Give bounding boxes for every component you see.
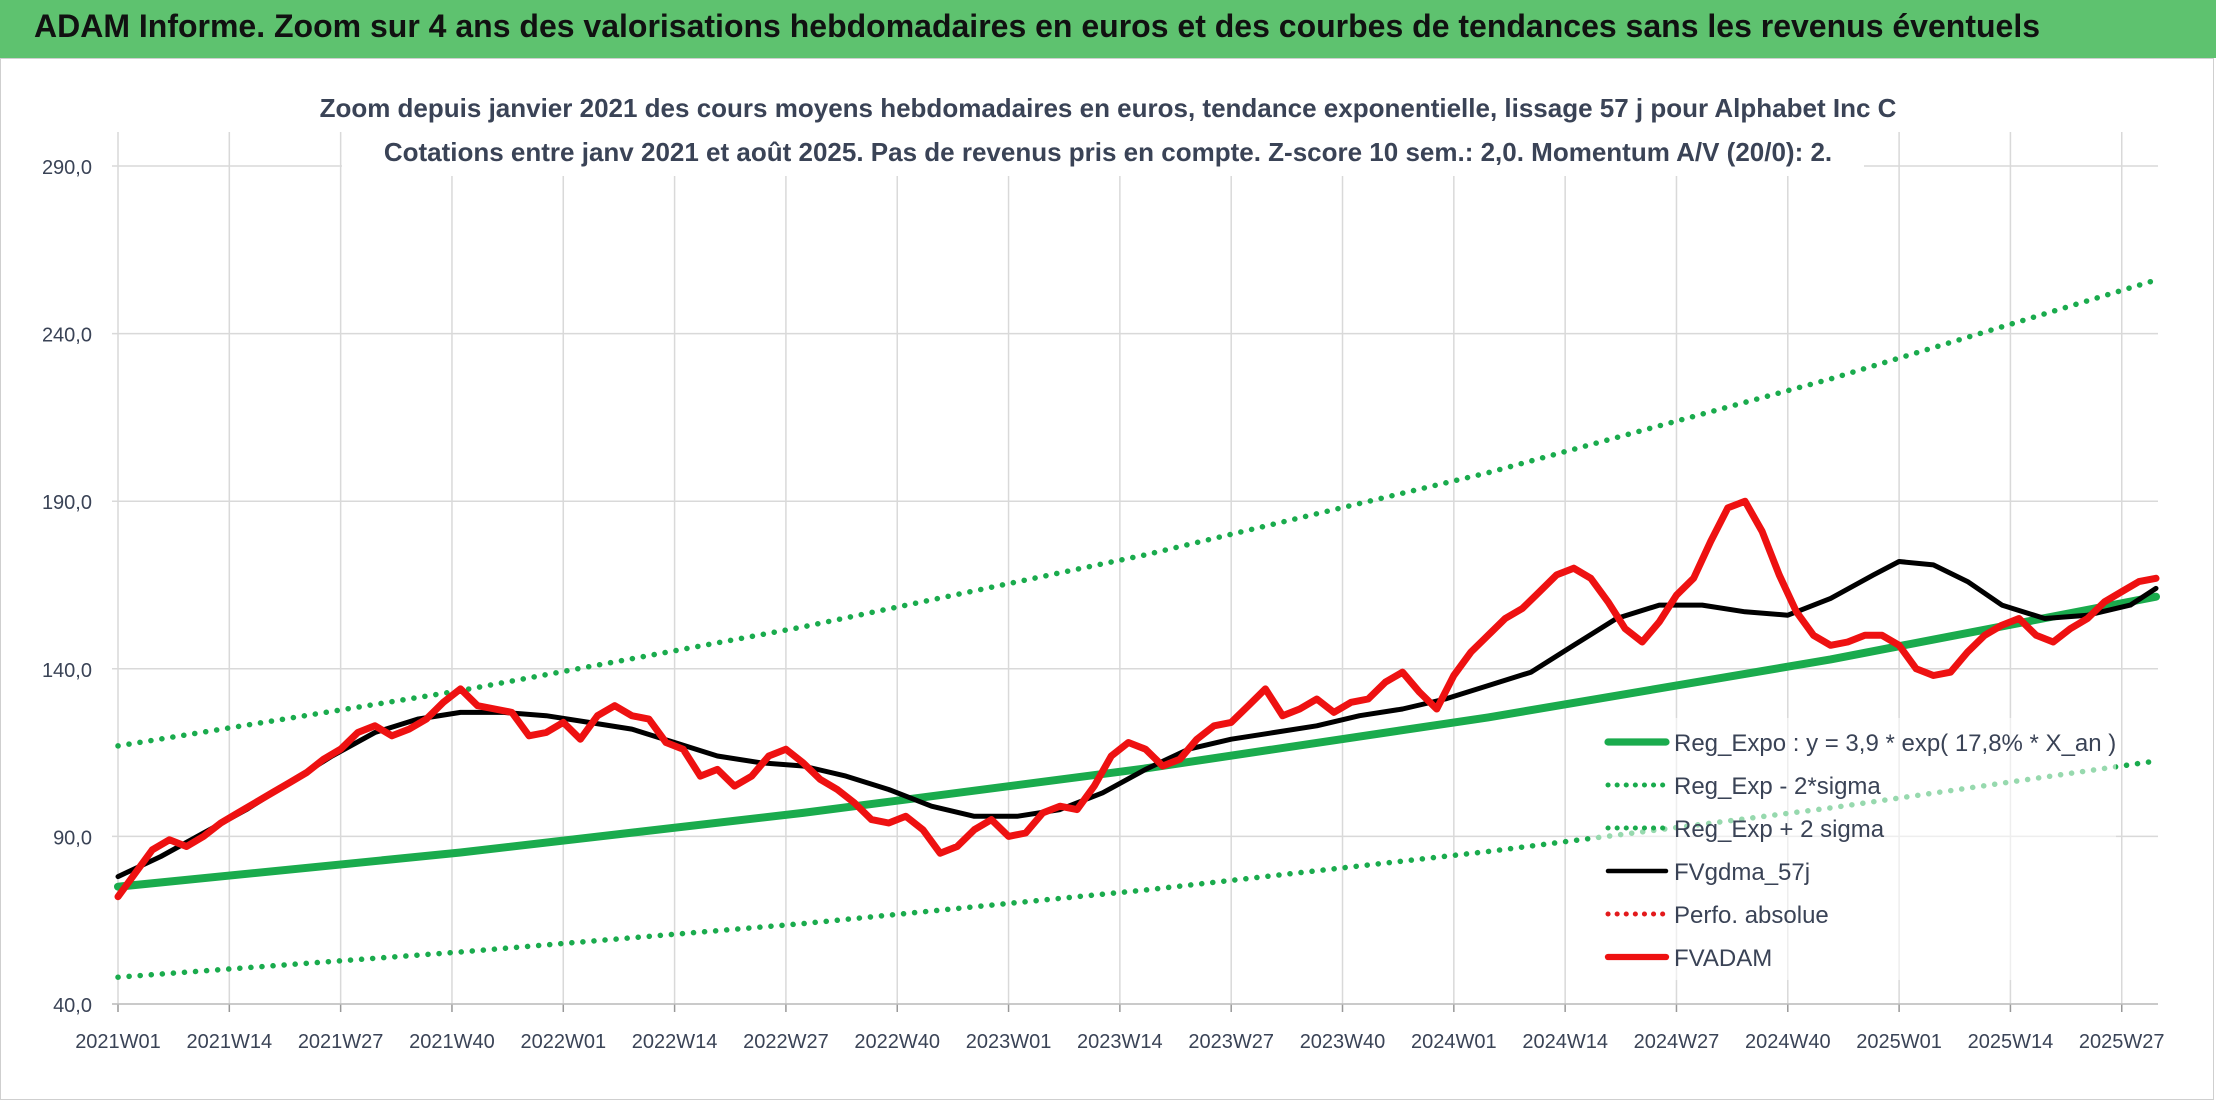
x-tick-label: 2024W27 — [1634, 1031, 1720, 1053]
x-tick-label: 2022W14 — [632, 1031, 718, 1053]
chart-frame — [0, 58, 2214, 1100]
x-tick-label: 2023W40 — [1300, 1031, 1386, 1053]
x-tick-label: 2021W14 — [187, 1031, 273, 1053]
x-tick-label: 2025W27 — [2079, 1031, 2165, 1053]
series-line-fvgdma-57j — [115, 559, 2159, 880]
y-axis-ticks: 40,0 90,0 140,0 190,0 240,0 290,0 — [42, 157, 92, 1017]
x-tick-label: 2022W27 — [743, 1031, 829, 1053]
y-tick-label: 90,0 — [53, 827, 92, 849]
series-line-reg-exp-2-sigma — [115, 277, 2159, 749]
legend: Reg_Expo : y = 3,9 * exp( 17,8% * X_an )… — [1596, 718, 2116, 980]
legend-label: Reg_Expo : y = 3,9 * exp( 17,8% * X_an ) — [1674, 730, 2116, 757]
legend-label: FVgdma_57j — [1674, 859, 1810, 886]
legend-background — [1596, 718, 2116, 980]
y-tick-label: 40,0 — [53, 995, 92, 1017]
banner-title: ADAM Informe. Zoom sur 4 ans des valoris… — [34, 8, 2040, 44]
chart-title: Zoom depuis janvier 2021 des cours moyen… — [320, 93, 1897, 123]
x-tick-label: 2024W01 — [1411, 1031, 1497, 1053]
legend-label: FVADAM — [1674, 945, 1772, 972]
y-tick-label: 240,0 — [42, 325, 92, 347]
y-tick-label: 140,0 — [42, 660, 92, 682]
x-tick-label: 2021W40 — [409, 1031, 495, 1053]
x-tick-label: 2025W01 — [1856, 1031, 1942, 1053]
x-tick-label: 2024W14 — [1522, 1031, 1608, 1053]
x-tick-label: 2021W27 — [298, 1031, 384, 1053]
x-tick-label: 2024W40 — [1745, 1031, 1831, 1053]
title-background — [342, 86, 1864, 176]
x-tick-label: 2022W40 — [854, 1031, 940, 1053]
x-axis-ticks: 2021W01 2021W14 2021W27 2021W40 2022W01 2022W… — [75, 1031, 2164, 1053]
chart-subtitle: Cotations entre janv 2021 et août 2025. … — [384, 137, 1832, 167]
title-banner: ADAM Informe. Zoom sur 4 ans des valoris… — [0, 0, 2216, 58]
y-tick-label: 190,0 — [42, 492, 92, 514]
series-line-fvadam — [114, 497, 2160, 901]
x-tick-label: 2023W14 — [1077, 1031, 1163, 1053]
legend-label: Reg_Exp - 2*sigma — [1674, 773, 1881, 800]
x-tick-label: 2022W01 — [520, 1031, 606, 1053]
legend-label: Reg_Exp + 2 sigma — [1674, 816, 1885, 843]
x-tick-label: 2023W01 — [966, 1031, 1052, 1053]
x-tick-label: 2023W27 — [1188, 1031, 1274, 1053]
y-tick-label: 290,0 — [42, 157, 92, 179]
legend-label: Perfo. absolue — [1674, 902, 1829, 929]
x-tick-label: 2025W14 — [1968, 1031, 2054, 1053]
x-tick-label: 2021W01 — [75, 1031, 161, 1053]
